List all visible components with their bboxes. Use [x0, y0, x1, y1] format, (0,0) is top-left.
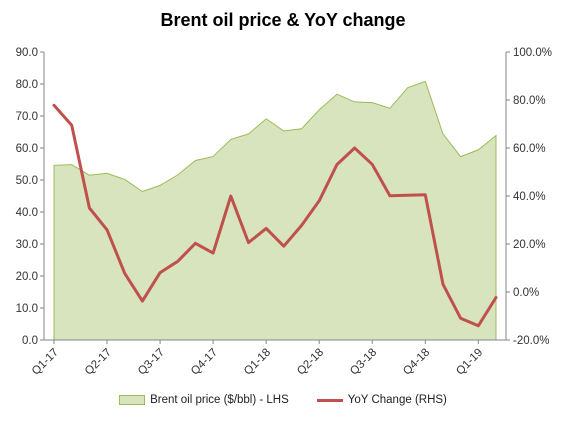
- x-tick-label: Q4-18: [401, 347, 432, 378]
- chart-title: Brent oil price & YoY change: [160, 10, 406, 30]
- legend-swatch-yoy: [316, 398, 343, 402]
- legend-item-yoy: YoY Change (RHS): [316, 394, 447, 406]
- legend-label-yoy: YoY Change (RHS): [347, 394, 447, 406]
- y-right-tick-label: 40.0%: [513, 191, 546, 203]
- x-tick-label: Q4-17: [189, 347, 220, 378]
- legend-swatch-price: [119, 395, 146, 405]
- x-tick-label: Q3-17: [136, 347, 167, 378]
- y-right-tick-label: 20.0%: [513, 239, 546, 251]
- y-left-tick-label: 50.0: [16, 175, 38, 187]
- x-tick-label: Q1-19: [454, 347, 485, 378]
- y-left-tick-label: 0.0: [22, 335, 38, 347]
- x-tick-label: Q3-18: [348, 347, 379, 378]
- y-left-tick-label: 20.0: [16, 271, 38, 283]
- series-area-brent-price: [53, 80, 497, 341]
- y-left-tick-label: 10.0: [16, 303, 38, 315]
- y-right-tick-label: 0.0%: [513, 287, 539, 299]
- y-left-tick-label: 90.0: [16, 47, 38, 59]
- y-right-tick-label: -20.0%: [513, 335, 549, 347]
- x-tick-label: Q2-17: [83, 347, 114, 378]
- y-right-tick-label: 80.0%: [513, 95, 546, 107]
- x-tick-label: Q1-18: [242, 347, 273, 378]
- series-line-yoy-change: [52, 103, 498, 328]
- x-tick-label: Q1-17: [30, 347, 61, 378]
- y-left-tick-label: 80.0: [16, 79, 38, 91]
- y-left-tick-label: 40.0: [16, 207, 38, 219]
- legend-label-price: Brent oil price ($/bbl) - LHS: [150, 394, 289, 406]
- legend: Brent oil price ($/bbl) - LHS YoY Change…: [0, 394, 566, 406]
- legend-item-price: Brent oil price ($/bbl) - LHS: [119, 394, 289, 406]
- y-right-tick-label: 60.0%: [513, 143, 546, 155]
- y-left-tick-label: 30.0: [16, 239, 38, 251]
- y-left-tick-label: 70.0: [16, 111, 38, 123]
- x-tick-label: Q2-18: [295, 347, 326, 378]
- y-right-tick-label: 100.0%: [513, 47, 552, 59]
- y-left-tick-label: 60.0: [16, 143, 38, 155]
